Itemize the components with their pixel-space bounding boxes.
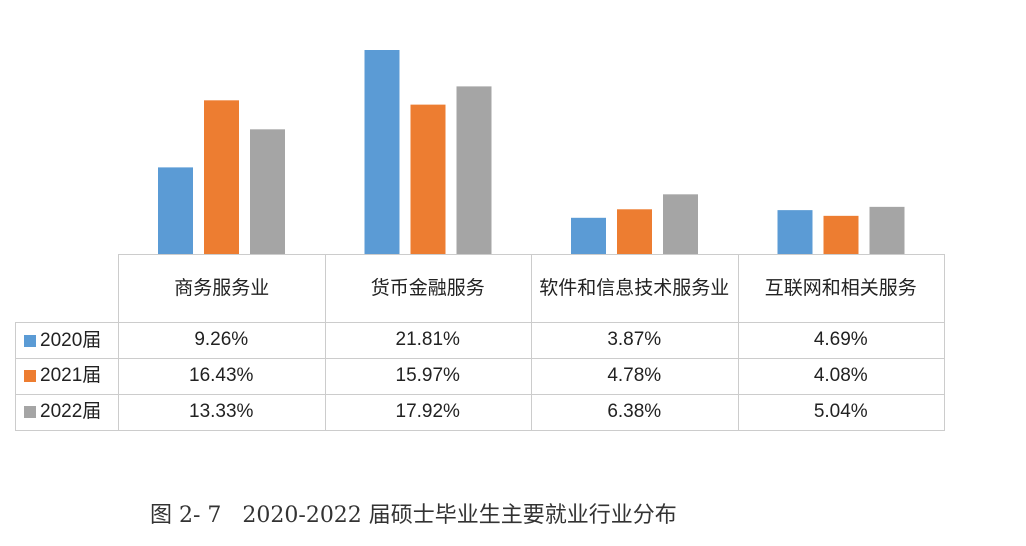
data-label: 6.38% xyxy=(531,394,739,431)
legend-label: 2021届 xyxy=(40,365,102,386)
bar-1-2 xyxy=(456,86,492,254)
legend-swatch xyxy=(24,334,36,347)
data-label: 21.81% xyxy=(324,322,532,359)
data-label: 15.97% xyxy=(324,358,532,395)
data-label: 4.08% xyxy=(737,358,945,395)
bar-3-2 xyxy=(869,206,905,254)
chart-caption: 图 2- 7 2020-2022 届硕士毕业生主要就业行业分布 xyxy=(150,503,677,528)
bar-0-0 xyxy=(158,167,193,254)
bar-1-1 xyxy=(410,104,446,254)
bar-plot xyxy=(158,50,905,254)
data-label: 17.92% xyxy=(324,394,532,431)
bar-0-1 xyxy=(204,100,239,254)
legend-swatch xyxy=(24,406,36,418)
legend-label: 2020届 xyxy=(40,329,102,351)
bar-3-0 xyxy=(777,210,813,254)
data-label: 16.43% xyxy=(118,358,326,395)
legend-entry: 2021届 xyxy=(15,358,119,395)
bar-2-2 xyxy=(663,194,698,254)
category-label: 软件和信息技术服务业 xyxy=(531,254,739,323)
legend-swatch xyxy=(24,370,36,382)
legend-label: 2022届 xyxy=(40,401,102,422)
data-label: 13.33% xyxy=(118,394,326,431)
data-label: 4.78% xyxy=(531,358,739,395)
legend-entry: 2020届 xyxy=(15,322,119,359)
bar-0-2 xyxy=(250,129,285,254)
bar-1-0 xyxy=(364,50,400,254)
data-label: 4.69% xyxy=(737,322,945,359)
data-label: 3.87% xyxy=(531,322,739,359)
category-label: 货币金融服务 xyxy=(324,254,532,323)
legend-entry: 2022届 xyxy=(15,394,119,431)
bar-2-1 xyxy=(617,209,652,254)
data-label: 5.04% xyxy=(737,394,945,431)
data-label: 9.26% xyxy=(118,322,326,359)
bar-3-1 xyxy=(823,215,859,254)
category-label: 互联网和相关服务 xyxy=(737,254,945,323)
bar-2-0 xyxy=(571,217,606,254)
category-label: 商务服务业 xyxy=(118,254,326,323)
